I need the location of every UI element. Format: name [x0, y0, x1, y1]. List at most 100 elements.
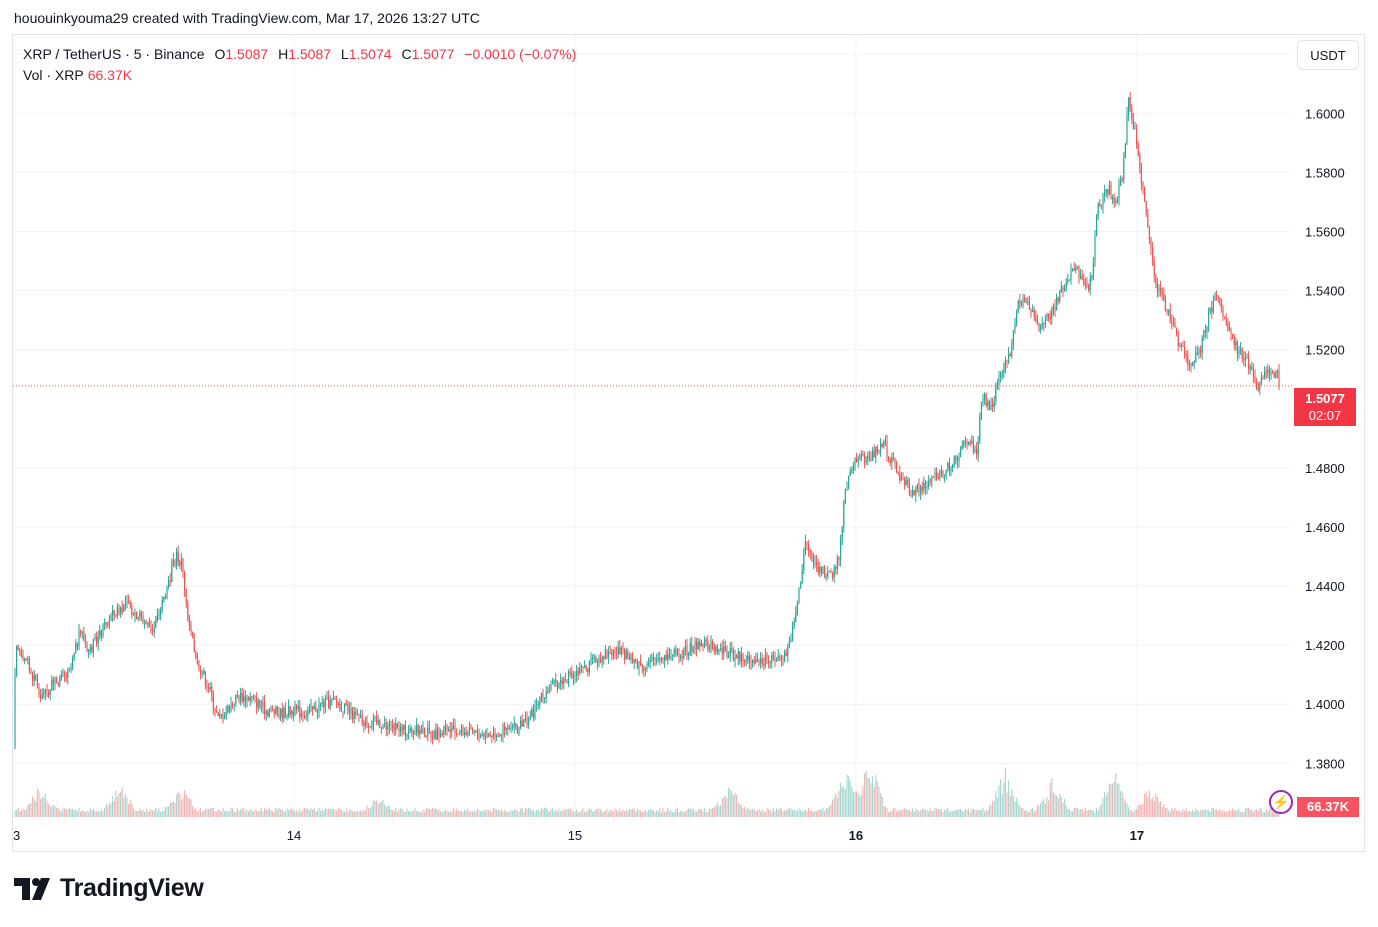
volume-bar: [881, 796, 883, 817]
volume-bar: [54, 805, 56, 817]
currency-button[interactable]: USDT: [1297, 40, 1359, 70]
volume-bar: [604, 810, 606, 817]
volume-bar: [1097, 810, 1099, 817]
candle-body: [59, 678, 61, 686]
symbol-label[interactable]: XRP / TetherUS · 5 · Binance: [23, 46, 205, 62]
candle-body: [710, 641, 712, 649]
volume-bar: [1035, 810, 1037, 817]
candle-body: [961, 444, 963, 450]
volume-bar: [441, 812, 443, 817]
candle-body: [81, 632, 83, 634]
volume-bar: [371, 805, 373, 817]
volume-bar: [353, 811, 355, 817]
volume-bar: [1025, 809, 1027, 817]
volume-bar: [864, 773, 866, 817]
candle-body: [1112, 197, 1114, 200]
volume-bar: [528, 808, 530, 817]
candle-body: [900, 477, 902, 481]
volume-bar: [867, 777, 869, 817]
candle-body: [27, 658, 29, 660]
volume-bar: [779, 807, 781, 817]
candle-body: [68, 670, 70, 672]
candle-body: [105, 622, 107, 624]
volume-bar: [347, 812, 349, 817]
candle-body: [284, 707, 286, 718]
volume-bar: [662, 808, 664, 817]
volume-bar: [1009, 795, 1011, 817]
candle-body: [592, 657, 594, 659]
tradingview-logo[interactable]: TradingView: [14, 874, 204, 903]
candle-body: [1134, 128, 1136, 130]
candle-body: [225, 711, 227, 717]
y-tick-label: 1.5400: [1305, 284, 1345, 299]
volume-bar: [1104, 791, 1106, 817]
candle-body: [478, 735, 480, 738]
candle-body: [467, 733, 469, 736]
volume-bar: [118, 792, 120, 817]
volume-bar: [1057, 798, 1059, 817]
volume-bar: [369, 808, 371, 817]
volume-bar: [510, 810, 512, 817]
candle-body: [494, 732, 496, 738]
candle-body: [308, 709, 310, 713]
volume-bar: [955, 809, 957, 817]
candle-body: [760, 658, 762, 663]
volume-bar: [817, 810, 819, 817]
volume-bar: [907, 809, 909, 817]
candle-body: [1044, 319, 1046, 324]
volume-bar: [236, 808, 238, 817]
volume-bar: [651, 809, 653, 817]
volume-bar: [355, 812, 357, 817]
volume-bar: [1225, 811, 1227, 817]
volume-bar: [454, 810, 456, 817]
volume-bar: [740, 805, 742, 817]
candle-body: [1268, 369, 1270, 376]
candle-body: [515, 723, 517, 729]
candle-body: [731, 648, 733, 652]
volume-bar: [708, 808, 710, 817]
lightning-icon[interactable]: ⚡: [1269, 790, 1293, 814]
candle-body: [556, 683, 558, 689]
candle-body: [916, 484, 918, 488]
candle-body: [204, 671, 206, 686]
candle-body: [817, 565, 819, 573]
volume-bar: [420, 812, 422, 817]
candle-body: [1048, 313, 1050, 317]
price-chart[interactable]: 1.62001.60001.58001.56001.54001.52001.48…: [0, 0, 1378, 860]
volume-bar: [710, 808, 712, 817]
candle-body: [344, 703, 346, 713]
candle-body: [70, 667, 72, 671]
volume-bar: [134, 810, 136, 817]
candle-body: [600, 659, 602, 662]
candle-body: [816, 561, 818, 566]
candle-body: [480, 735, 482, 738]
volume-label[interactable]: Vol · XRP: [23, 67, 84, 83]
candle-body: [297, 706, 299, 710]
volume-bar: [948, 811, 950, 817]
candle-body: [862, 453, 864, 456]
candle-body: [332, 697, 334, 700]
candle-body: [641, 665, 643, 669]
volume-bar: [436, 810, 438, 817]
candle-body: [1057, 297, 1059, 301]
candle-body: [73, 652, 75, 659]
volume-bar: [595, 809, 597, 817]
volume-bar: [288, 810, 290, 817]
candle-body: [1102, 195, 1104, 207]
volume-bar: [1049, 782, 1051, 817]
candle-body: [1110, 184, 1112, 200]
volume-bar: [996, 797, 998, 817]
candle-body: [822, 566, 824, 574]
volume-bar: [851, 787, 853, 817]
volume-bar: [1062, 802, 1064, 817]
chart-frame[interactable]: [12, 34, 1365, 852]
volume-bar: [264, 807, 266, 817]
volume-bar: [1201, 809, 1203, 817]
volume-bar: [313, 808, 315, 817]
candle-body: [1129, 97, 1131, 109]
candle-body: [548, 689, 550, 692]
volume-bar: [1179, 810, 1181, 817]
low-label: L: [340, 46, 349, 62]
volume-bar: [1036, 804, 1038, 817]
volume-bar: [152, 810, 154, 817]
